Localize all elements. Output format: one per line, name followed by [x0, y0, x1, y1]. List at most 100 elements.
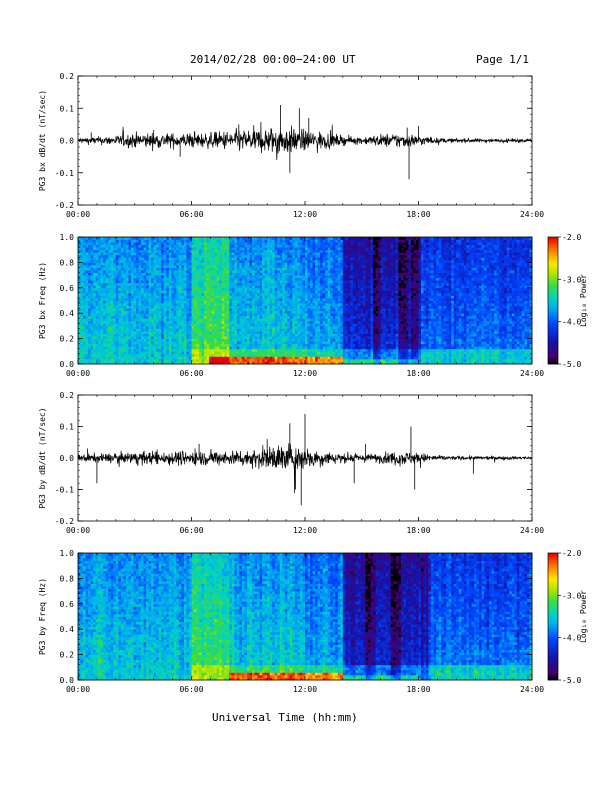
spectrogram-cell [194, 359, 197, 362]
spectrogram-cell [164, 356, 167, 359]
spectrogram-cell [179, 250, 182, 253]
spectrogram-cell [287, 316, 290, 319]
spectrogram-cell [189, 275, 192, 278]
spectrogram-cell [176, 344, 179, 347]
spectrogram-cell [310, 283, 313, 286]
spectrogram-cell [199, 306, 202, 309]
spectrogram-cell [217, 237, 220, 240]
spectrogram-cell [217, 336, 220, 339]
spectrogram-cell [144, 240, 147, 243]
spectrogram-cell [290, 349, 293, 352]
spectrogram-cell [192, 321, 195, 324]
spectrogram-cell [169, 240, 172, 243]
spectrogram-cell [300, 257, 303, 260]
spectrogram-cell [161, 326, 164, 329]
spectrogram-cell [91, 359, 94, 362]
spectrogram-cell [267, 288, 270, 291]
spectrogram-cell [260, 245, 263, 248]
spectrogram-cell [176, 255, 179, 258]
spectrogram-cell [121, 275, 124, 278]
spectrogram-cell [285, 260, 288, 263]
spectrogram-cell [257, 295, 260, 298]
spectrogram-cell [260, 273, 263, 276]
spectrogram-cell [144, 308, 147, 311]
spectrogram-cell [83, 359, 86, 362]
spectrogram-cell [272, 298, 275, 301]
spectrogram-cell [98, 328, 101, 331]
y-tick-label: -0.1 [55, 169, 74, 178]
spectrogram-cell [239, 295, 242, 298]
spectrogram-cell [217, 240, 220, 243]
spectrogram-cell [270, 331, 273, 334]
spectrogram-cell [126, 270, 129, 273]
spectrogram-cell [113, 245, 116, 248]
spectrogram-cell [199, 293, 202, 296]
spectrogram-cell [232, 356, 235, 359]
spectrogram-cell [305, 270, 308, 273]
spectrogram-cell [126, 311, 129, 314]
spectrogram-cell [83, 257, 86, 260]
spectrogram-cell [118, 285, 121, 288]
spectrogram-cell [184, 339, 187, 342]
spectrogram-cell [103, 356, 106, 359]
spectrogram-cell [308, 298, 311, 301]
spectrogram-cell [250, 336, 253, 339]
spectrogram-cell [315, 247, 318, 250]
spectrogram-cell [287, 346, 290, 349]
spectrogram-cell [131, 290, 134, 293]
spectrogram-cell [154, 306, 157, 309]
spectrogram-cell [116, 237, 119, 240]
spectrogram-cell [176, 308, 179, 311]
spectrogram-cell [136, 298, 139, 301]
spectrogram-cell [252, 245, 255, 248]
spectrogram-cell [227, 252, 230, 255]
spectrogram-cell [151, 326, 154, 329]
spectrogram-cell [108, 303, 111, 306]
spectrogram-cell [247, 354, 250, 357]
spectrogram-cell [250, 321, 253, 324]
spectrogram-cell [262, 344, 265, 347]
spectrogram-cell [123, 265, 126, 268]
spectrogram-cell [313, 349, 316, 352]
spectrogram-cell [255, 334, 258, 337]
spectrogram-cell [133, 334, 136, 337]
spectrogram-cell [255, 252, 258, 255]
spectrogram-cell [88, 341, 91, 344]
spectrogram-cell [174, 260, 177, 263]
spectrogram-cell [144, 303, 147, 306]
spectrogram-cell [159, 245, 162, 248]
spectrogram-cell [212, 306, 215, 309]
spectrogram-cell [88, 247, 91, 250]
spectrogram-cell [265, 265, 268, 268]
spectrogram-cell [262, 334, 265, 337]
spectrogram-cell [174, 316, 177, 319]
spectrogram-cell [239, 240, 242, 243]
spectrogram-cell [81, 351, 84, 354]
spectrogram-cell [86, 349, 89, 352]
spectrogram-cell [310, 359, 313, 362]
spectrogram-cell [186, 283, 189, 286]
spectrogram-cell [126, 359, 129, 362]
spectrogram-cell [171, 250, 174, 253]
spectrogram-cell [141, 293, 144, 296]
spectrogram-cell [133, 283, 136, 286]
spectrogram-cell [310, 247, 313, 250]
spectrogram-cell [204, 318, 207, 321]
spectrogram-cell [123, 262, 126, 265]
spectrogram-cell [98, 257, 101, 260]
spectrogram-cell [209, 316, 212, 319]
spectrogram-cell [224, 339, 227, 342]
spectrogram-cell [116, 293, 119, 296]
spectrogram-cell [169, 311, 172, 314]
spectrogram-cell [146, 339, 149, 342]
spectrogram-cell [93, 351, 96, 354]
spectrogram-cell [169, 354, 172, 357]
spectrogram-cell [96, 247, 99, 250]
spectrogram-cell [141, 359, 144, 362]
spectrogram-cell [275, 250, 278, 253]
spectrogram-cell [290, 298, 293, 301]
spectrogram-cell [297, 237, 300, 240]
spectrogram-cell [197, 288, 200, 291]
spectrogram-cell [161, 237, 164, 240]
spectrogram-cell [176, 278, 179, 281]
